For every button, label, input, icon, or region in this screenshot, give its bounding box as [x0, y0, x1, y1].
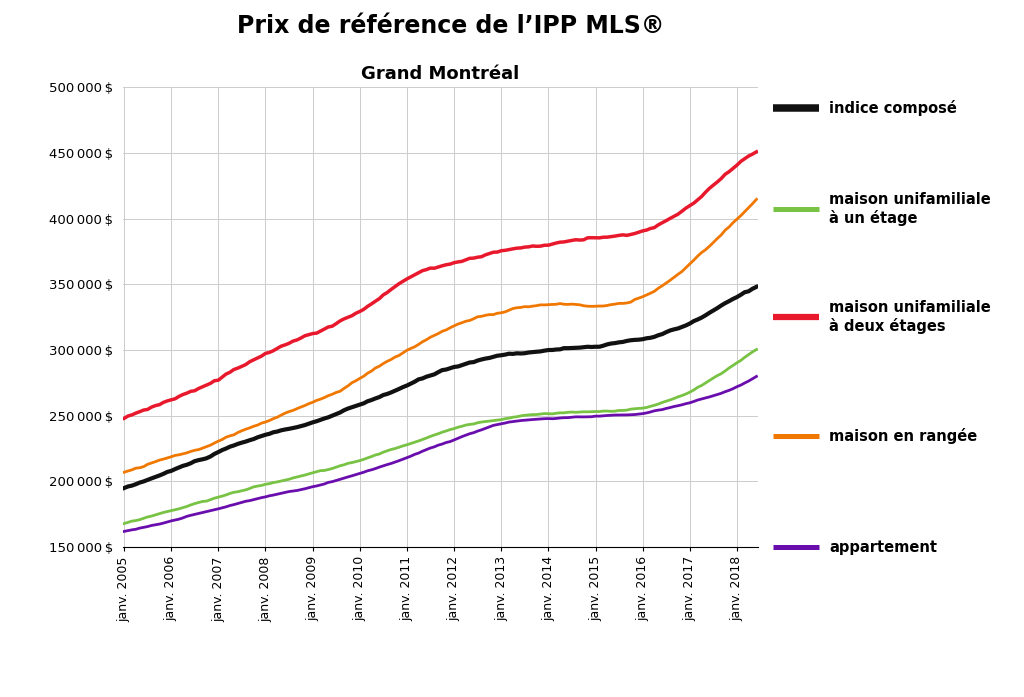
Text: maison unifamiliale
à un étage: maison unifamiliale à un étage: [829, 192, 991, 226]
Title: Grand Montréal: Grand Montréal: [361, 65, 519, 83]
Text: maison unifamiliale
à deux étages: maison unifamiliale à deux étages: [829, 300, 991, 334]
Text: indice composé: indice composé: [829, 100, 957, 116]
Text: Prix de référence de l’IPP MLS®: Prix de référence de l’IPP MLS®: [237, 14, 665, 38]
Text: maison en rangée: maison en rangée: [829, 428, 978, 443]
Text: appartement: appartement: [829, 539, 937, 555]
